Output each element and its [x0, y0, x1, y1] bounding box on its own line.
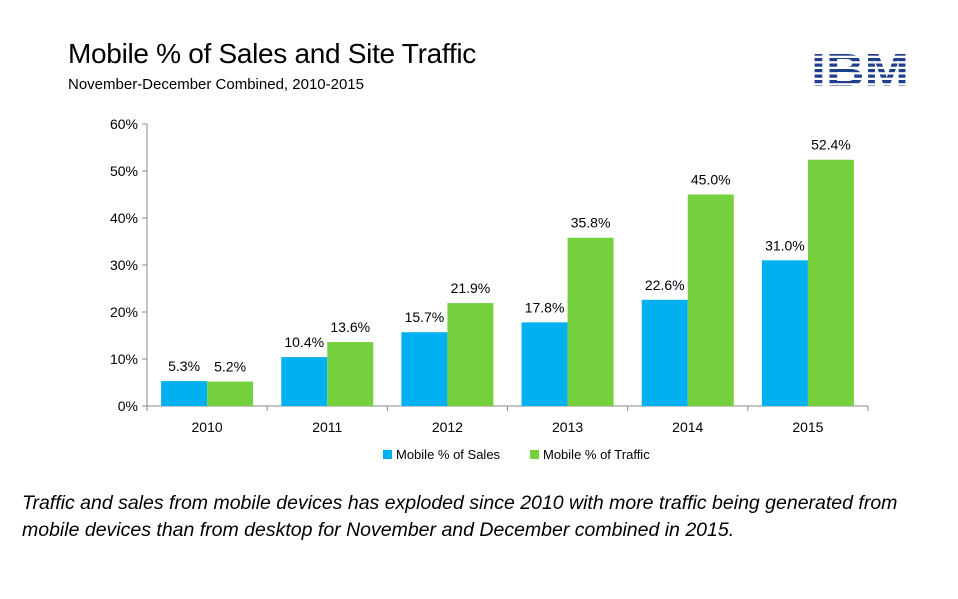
data-label-sales: 17.8%: [525, 299, 565, 315]
ibm-logo: IBM: [811, 47, 909, 91]
y-tick-label: 20%: [110, 304, 138, 320]
bar-traffic: [447, 303, 494, 406]
bar-chart: 0% 10% 20% 30% 40% 50% 60% 5.3% 5.2% 2010 10.4% 13.…: [110, 116, 869, 462]
ibm-logo-text: IBM: [811, 47, 909, 91]
data-label-sales: 15.7%: [405, 309, 445, 325]
data-label-sales: 5.3%: [168, 358, 200, 374]
y-tick-label: 40%: [110, 210, 138, 226]
data-label-traffic: 5.2%: [214, 359, 246, 375]
chart-title: Mobile % of Sales and Site Traffic: [68, 38, 476, 69]
data-label-sales: 22.6%: [645, 277, 685, 293]
x-tick-label: 2015: [792, 419, 823, 435]
bar-traffic: [687, 194, 734, 406]
x-tick-label: 2010: [192, 419, 223, 435]
y-tick-label: 0%: [118, 398, 138, 414]
x-tick-label: 2011: [312, 419, 342, 435]
data-label-traffic: 21.9%: [451, 280, 491, 296]
caption-text: Traffic and sales from mobile devices ha…: [22, 492, 898, 541]
legend-swatch-traffic: [530, 450, 539, 459]
bar-sales: [161, 381, 208, 406]
bar-sales: [641, 299, 688, 406]
bar-sales: [401, 332, 448, 406]
data-label-sales: 10.4%: [284, 334, 324, 350]
legend-swatch-sales: [383, 450, 392, 459]
bar-traffic: [207, 381, 254, 406]
chart-subtitle: November-December Combined, 2010-2015: [68, 76, 364, 93]
data-label-traffic: 13.6%: [330, 319, 370, 335]
bar-sales: [521, 322, 568, 406]
bar-traffic: [807, 159, 854, 406]
y-tick-label: 60%: [110, 116, 138, 132]
data-label-traffic: 35.8%: [571, 215, 611, 231]
data-label-traffic: 45.0%: [691, 172, 731, 188]
legend-label-sales: Mobile % of Sales: [396, 447, 501, 462]
x-tick-label: 2014: [672, 419, 703, 435]
bar-traffic: [327, 342, 374, 406]
y-tick-label: 50%: [110, 163, 138, 179]
x-tick-label: 2013: [552, 419, 583, 435]
y-tick-label: 10%: [110, 351, 138, 367]
bar-sales: [281, 357, 328, 406]
legend-label-traffic: Mobile % of Traffic: [543, 447, 650, 462]
data-label-traffic: 52.4%: [811, 137, 851, 153]
bar-sales: [761, 260, 808, 406]
data-label-sales: 31.0%: [765, 237, 805, 253]
y-tick-label: 30%: [110, 257, 138, 273]
x-tick-label: 2012: [432, 419, 463, 435]
bar-traffic: [567, 237, 614, 406]
